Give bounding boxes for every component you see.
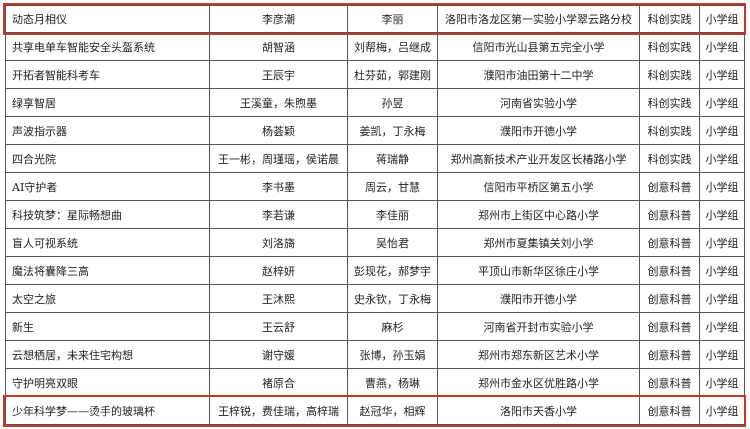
school-name: 郑州市郑东新区艺术小学 <box>438 341 640 369</box>
school-name: 郑州市夏集镇关刘小学 <box>438 229 640 257</box>
teacher-names: 李佳丽 <box>348 201 438 229</box>
project-name: 声波指示器 <box>5 117 210 145</box>
student-names: 王溪童，朱煦墨 <box>210 89 348 117</box>
student-names: 李若谦 <box>210 201 348 229</box>
group: 小学组 <box>700 145 745 173</box>
student-names: 李彦潮 <box>210 5 348 33</box>
category: 科创实践 <box>640 117 700 145</box>
category: 科创实践 <box>640 145 700 173</box>
group: 小学组 <box>700 61 745 89</box>
school-name: 信阳市平桥区第五小学 <box>438 173 640 201</box>
school-name: 郑州市金水区优胜路小学 <box>438 369 640 397</box>
school-name: 信阳市光山县第五完全小学 <box>438 33 640 61</box>
group: 小学组 <box>700 117 745 145</box>
group: 小学组 <box>700 341 745 369</box>
category: 创意科普 <box>640 369 700 397</box>
student-names: 杨荟颖 <box>210 117 348 145</box>
project-name: 云想栖居，未来住宅构想 <box>5 341 210 369</box>
group: 小学组 <box>700 229 745 257</box>
group: 小学组 <box>700 313 745 341</box>
student-names: 王辰宇 <box>210 61 348 89</box>
school-name: 洛阳市洛龙区第一实验小学翠云路分校 <box>438 5 640 33</box>
teacher-names: 刘帮梅，吕继成 <box>348 33 438 61</box>
category: 科创实践 <box>640 33 700 61</box>
student-names: 褚原合 <box>210 369 348 397</box>
project-name: 守护明亮双眼 <box>5 369 210 397</box>
school-name: 河南省开封市实验小学 <box>438 313 640 341</box>
project-name: 魔法将囊降三高 <box>5 257 210 285</box>
teacher-names: 杜芬茹，郭建刚 <box>348 61 438 89</box>
teacher-names: 李丽 <box>348 5 438 33</box>
school-name: 濮阳市油田第十二中学 <box>438 61 640 89</box>
student-names: 赵梓妍 <box>210 257 348 285</box>
school-name: 濮阳市开德小学 <box>438 117 640 145</box>
group: 小学组 <box>700 173 745 201</box>
category: 创意科普 <box>640 173 700 201</box>
group: 小学组 <box>700 397 745 425</box>
project-name: 盲人可视系统 <box>5 229 210 257</box>
project-name: 新生 <box>5 313 210 341</box>
teacher-names: 史永钦，丁永梅 <box>348 285 438 313</box>
group: 小学组 <box>700 5 745 33</box>
project-name: 开拓者智能科考车 <box>5 61 210 89</box>
category: 创意科普 <box>640 201 700 229</box>
teacher-names: 曹燕，杨琳 <box>348 369 438 397</box>
project-name: 动态月相仪 <box>5 5 210 33</box>
school-name: 郑州市上街区中心路小学 <box>438 201 640 229</box>
group: 小学组 <box>700 369 745 397</box>
project-name: AI守护者 <box>5 173 210 201</box>
teacher-names: 蒋瑞静 <box>348 145 438 173</box>
category: 科创实践 <box>640 61 700 89</box>
student-names: 王云舒 <box>210 313 348 341</box>
category: 创意科普 <box>640 257 700 285</box>
project-name: 四合光院 <box>5 145 210 173</box>
category: 创意科普 <box>640 397 700 425</box>
category: 创意科普 <box>640 341 700 369</box>
teacher-names: 孙昱 <box>348 89 438 117</box>
project-name: 少年科学梦——烫手的玻璃杯 <box>5 397 210 425</box>
teacher-names: 彭现花，郝梦宇 <box>348 257 438 285</box>
school-name: 河南省实验小学 <box>438 89 640 117</box>
teacher-names: 姜凯，丁永梅 <box>348 117 438 145</box>
student-names: 王沐熙 <box>210 285 348 313</box>
teacher-names: 张博，孙玉娟 <box>348 341 438 369</box>
student-names: 王梓锐，费佳瑞，高梓瑞 <box>210 397 348 425</box>
school-name: 洛阳市天香小学 <box>438 397 640 425</box>
group: 小学组 <box>700 33 745 61</box>
project-name: 科技筑梦：星际畅想曲 <box>5 201 210 229</box>
teacher-names: 赵冠华，相辉 <box>348 397 438 425</box>
group: 小学组 <box>700 201 745 229</box>
group: 小学组 <box>700 89 745 117</box>
group: 小学组 <box>700 257 745 285</box>
teacher-names: 麻杉 <box>348 313 438 341</box>
school-name: 濮阳市开德小学 <box>438 285 640 313</box>
student-names: 王一彬，周瑾瑶，侯诺晨 <box>210 145 348 173</box>
category: 创意科普 <box>640 285 700 313</box>
category: 科创实践 <box>640 89 700 117</box>
teacher-names: 吴怡君 <box>348 229 438 257</box>
student-names: 刘洛旖 <box>210 229 348 257</box>
category: 创意科普 <box>640 313 700 341</box>
category: 科创实践 <box>640 5 700 33</box>
student-names: 谢守媛 <box>210 341 348 369</box>
school-name: 平顶山市新华区徐庄小学 <box>438 257 640 285</box>
student-names: 李书墨 <box>210 173 348 201</box>
teacher-names: 周云，甘慧 <box>348 173 438 201</box>
school-name: 郑州高新技术产业开发区长椿路小学 <box>438 145 640 173</box>
student-names: 胡智涵 <box>210 33 348 61</box>
project-name: 绿享智居 <box>5 89 210 117</box>
group: 小学组 <box>700 285 745 313</box>
project-name: 共享电单车智能安全头盔系统 <box>5 33 210 61</box>
category: 创意科普 <box>640 229 700 257</box>
project-name: 太空之旅 <box>5 285 210 313</box>
